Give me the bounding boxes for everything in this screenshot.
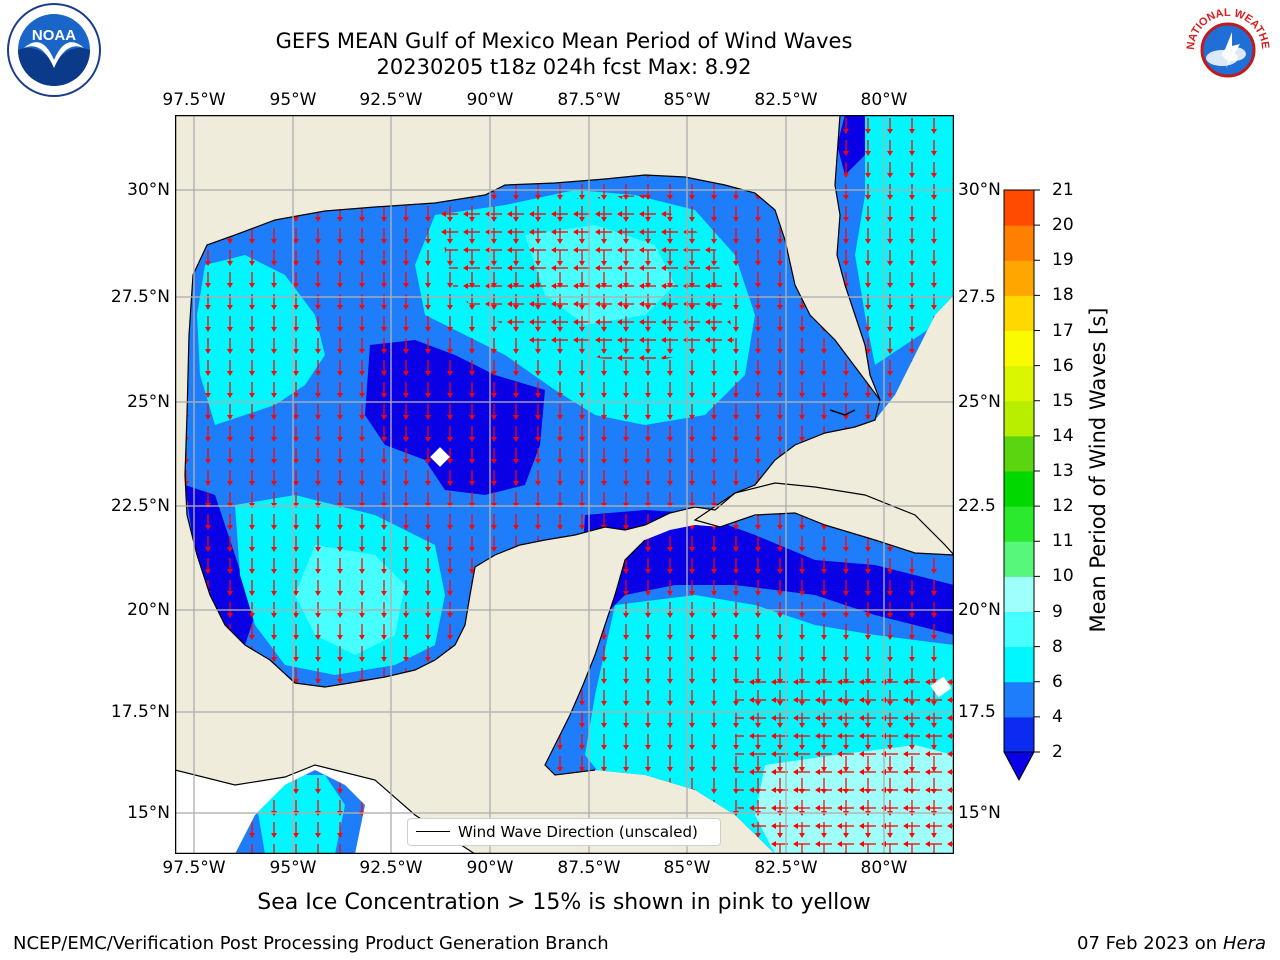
- colorbar-segment: [1004, 681, 1034, 718]
- colorbar-tick: 13: [1052, 461, 1074, 481]
- lon-tick-bottom: 92.5°W: [359, 858, 423, 878]
- colorbar-tick: 6: [1052, 671, 1063, 692]
- bahamas: [829, 409, 856, 416]
- lat-tick-right: 27.5: [958, 287, 996, 307]
- colorbar-under-extend: [1003, 751, 1035, 782]
- lat-tick-left: 25°N: [127, 392, 170, 412]
- lon-tick-bottom: 80°W: [860, 858, 908, 878]
- lon-tick-top: 85°W: [663, 90, 711, 110]
- colorbar-tick: 14: [1052, 425, 1074, 446]
- colorbar-tick: 11: [1052, 531, 1074, 552]
- colorbar-segment: [1004, 295, 1034, 331]
- colorbar-tick: 2: [1052, 742, 1063, 762]
- lat-tick-right: 20°N: [958, 600, 1001, 620]
- coastline: [175, 764, 476, 854]
- colorbar-tick: 12: [1052, 496, 1074, 517]
- colorbar-segment: [1004, 646, 1034, 683]
- colorbar-tick: 10: [1052, 566, 1074, 587]
- lon-tick-top: 90°W: [466, 90, 514, 110]
- lat-tick-left: 15°N: [127, 803, 170, 823]
- colorbar-segment: [1004, 225, 1034, 261]
- lon-tick-top: 80°W: [860, 90, 908, 110]
- map-legend: Wind Wave Direction (unscaled): [407, 818, 721, 846]
- wind-arrows-westward: [435, 195, 735, 365]
- colorbar-tick: 4: [1052, 706, 1063, 727]
- lat-tick-left: 17.5°N: [110, 702, 170, 722]
- no-data-patch: [930, 676, 952, 698]
- wind-arrows-westward: [735, 675, 954, 854]
- colorbar-segment: [1004, 400, 1034, 437]
- lat-tick-right: 25°N: [958, 392, 1001, 412]
- lon-tick-top: 82.5°W: [754, 90, 818, 110]
- coastline: [834, 115, 881, 401]
- colorbar-tick: 21: [1052, 180, 1074, 200]
- colorbar-tick: 19: [1052, 250, 1074, 271]
- no-data-patch: [430, 447, 450, 467]
- gulf-map: [175, 115, 954, 854]
- colorbar-segment: [1004, 576, 1034, 612]
- lat-tick-right: 17.5: [958, 702, 996, 722]
- lat-tick-left: 22.5°N: [110, 496, 170, 516]
- map-title: GEFS MEAN Gulf of Mexico Mean Period of …: [275, 29, 853, 53]
- colorbar-tick: 8: [1052, 636, 1063, 657]
- lat-tick-left: 27.5°N: [110, 287, 170, 307]
- colorbar-segment: [1004, 716, 1034, 753]
- graticule: [175, 115, 954, 854]
- sea-ice-note: Sea Ice Concentration > 15% is shown in …: [257, 890, 871, 915]
- colorbar-tick: 9: [1052, 601, 1063, 622]
- lon-tick-bottom: 90°W: [466, 858, 514, 878]
- lon-tick-top: 92.5°W: [359, 90, 423, 110]
- colorbar-segment: [1004, 506, 1034, 542]
- lon-tick-top: 97.5°W: [162, 90, 226, 110]
- colorbar-tick: 17: [1052, 320, 1074, 341]
- coastline: [544, 539, 646, 776]
- lon-tick-top: 87.5°W: [557, 90, 621, 110]
- lon-tick-top: 95°W: [269, 90, 317, 110]
- lon-tick-bottom: 82.5°W: [754, 858, 818, 878]
- lat-tick-left: 30°N: [127, 180, 170, 200]
- lat-tick-right: 22.5: [958, 496, 996, 516]
- colorbar-segment: [1004, 435, 1034, 472]
- colorbar: [1003, 189, 1040, 782]
- map-subtitle: 20230205 t18z 024h fcst Max: 8.92: [376, 55, 752, 79]
- lon-tick-bottom: 97.5°W: [162, 858, 226, 878]
- legend-label: Wind Wave Direction (unscaled): [458, 823, 698, 841]
- colorbar-segment: [1004, 471, 1034, 507]
- colorbar-tick: 18: [1052, 285, 1074, 306]
- lon-tick-bottom: 95°W: [269, 858, 317, 878]
- colorbar-segment: [1004, 260, 1034, 296]
- footer-credit: NCEP/EMC/Verification Post Processing Pr…: [13, 933, 609, 954]
- lat-tick-left: 20°N: [127, 600, 170, 620]
- noaa-logo: NOAA: [7, 3, 101, 97]
- colorbar-tick: 20: [1052, 215, 1074, 236]
- colorbar-segment: [1004, 365, 1034, 402]
- cuba-island: [693, 482, 954, 556]
- colorbar-segment: [1004, 541, 1034, 577]
- nws-logo: NATIONAL WEATHER SERVICE: [1180, 2, 1274, 96]
- legend-line-icon: [416, 831, 450, 832]
- colorbar-tick: 16: [1052, 355, 1074, 376]
- lat-tick-right: 30°N: [958, 180, 1001, 200]
- colorbar-label: Mean Period of Wind Waves [s]: [1086, 307, 1110, 633]
- colorbar-segment: [1004, 330, 1034, 367]
- svg-text:NOAA: NOAA: [32, 27, 76, 44]
- lat-tick-right: 15°N: [958, 803, 1001, 823]
- footer-date: 07 Feb 2023 on Hera: [1077, 933, 1266, 954]
- lon-tick-bottom: 87.5°W: [557, 858, 621, 878]
- lon-tick-bottom: 85°W: [663, 858, 711, 878]
- colorbar-segment: [1004, 190, 1034, 226]
- colorbar-segment: [1004, 611, 1034, 648]
- colorbar-tick: 15: [1052, 390, 1074, 411]
